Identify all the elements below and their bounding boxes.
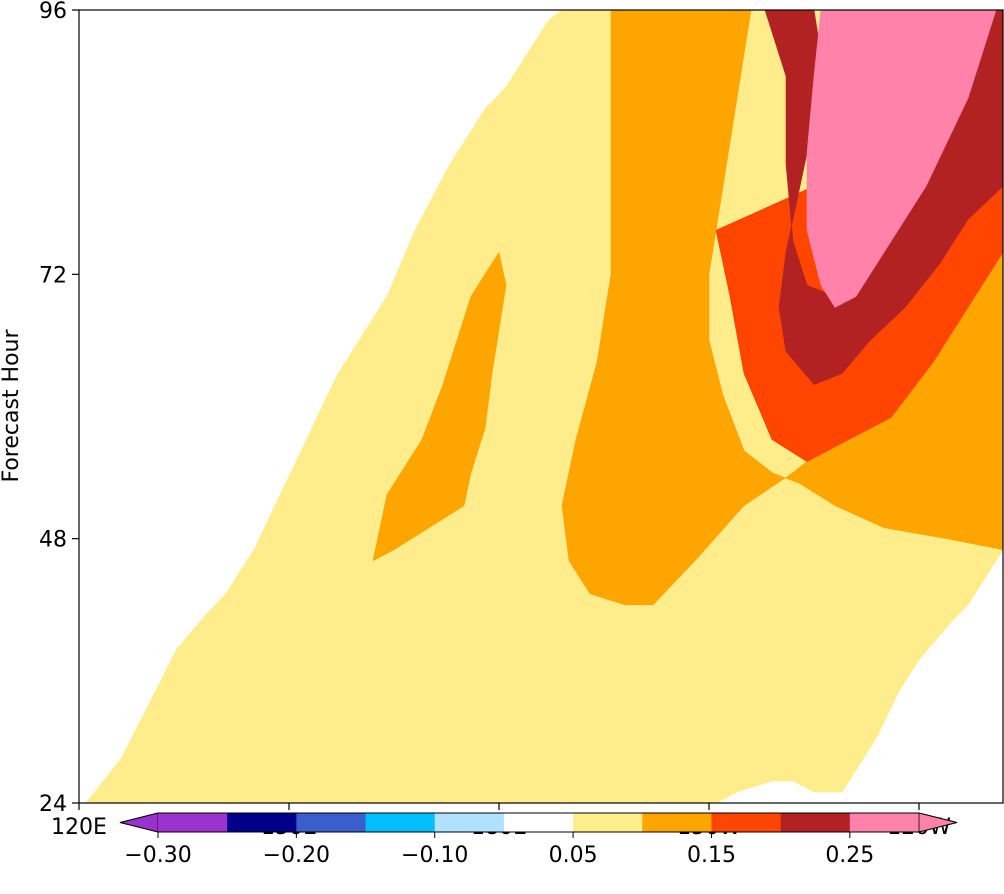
colorbar-swatch <box>642 813 712 832</box>
y-axis: 24 48 72 96 <box>39 0 79 817</box>
colorbar-tick-label: 0.15 <box>687 843 736 868</box>
y-tick-label: 96 <box>39 0 67 24</box>
colorbar-tick-label: −0.20 <box>263 843 330 868</box>
colorbar-swatch <box>296 813 367 832</box>
colorbar-tick-label: 0.25 <box>825 843 874 868</box>
contour-region-3 <box>764 10 1003 385</box>
colorbar-swatch <box>573 813 643 832</box>
colorbar-swatch <box>365 813 436 832</box>
y-tick-label: 48 <box>39 528 67 553</box>
colorbar-tick-label: −0.30 <box>124 843 191 868</box>
y-axis-label: Forecast Hour <box>0 329 24 483</box>
colorbar-tick-label: 0.05 <box>549 843 598 868</box>
colorbar-swatch <box>227 813 297 832</box>
colorbar-extend-low <box>119 812 159 833</box>
colorbar-swatch <box>711 813 782 832</box>
colorbar-swatch <box>780 813 851 832</box>
colorbar-swatch <box>503 813 574 832</box>
colorbar-swatch <box>158 813 228 832</box>
colorbar: −0.30 −0.20 −0.10 0.05 0.15 0.25 <box>119 812 958 868</box>
y-tick-label: 72 <box>39 263 67 288</box>
contour-region-5 <box>372 251 507 562</box>
x-tick-label: 120E <box>51 815 107 840</box>
y-tick-label: 24 <box>39 792 67 817</box>
colorbar-swatch <box>849 813 920 832</box>
colorbar-tick-label: −0.10 <box>401 843 468 868</box>
contour-fill-layer <box>85 10 1003 803</box>
plot-frame <box>78 9 1004 804</box>
contour-region-4 <box>806 10 997 308</box>
colorbar-swatch <box>434 813 505 832</box>
